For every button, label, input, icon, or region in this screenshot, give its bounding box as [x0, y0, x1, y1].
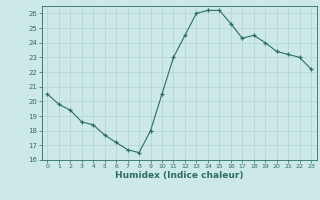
- X-axis label: Humidex (Indice chaleur): Humidex (Indice chaleur): [115, 171, 244, 180]
